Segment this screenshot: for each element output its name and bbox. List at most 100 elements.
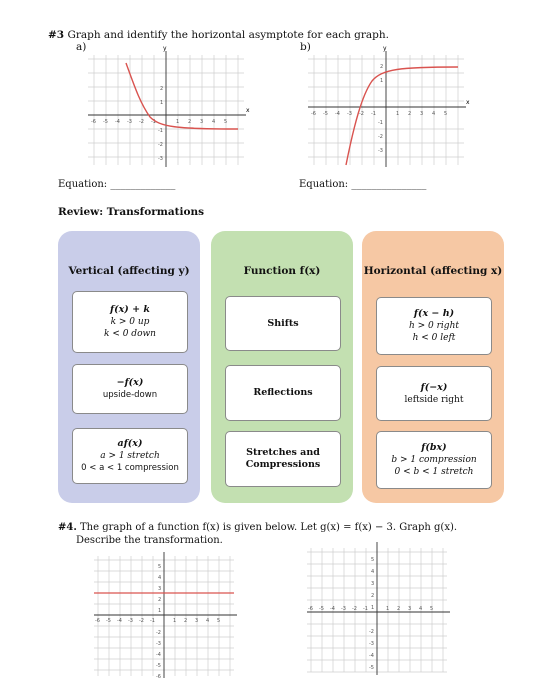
condition: k > 0 up (110, 317, 150, 327)
svg-text:-2: -2 (352, 606, 357, 612)
graph-a-x-axis-label: x (246, 107, 250, 114)
box-stretches: Stretches and Compressions (225, 431, 341, 487)
condition: h < 0 left (412, 333, 456, 343)
question-4: #4. The graph of a function f(x) is give… (58, 521, 457, 547)
question-3-heading: #3 Graph and identify the horizontal asy… (48, 29, 389, 41)
svg-text:-6: -6 (156, 674, 161, 678)
svg-text:-1: -1 (378, 120, 383, 126)
panel-vertical-header: Vertical (affecting y) (68, 265, 190, 277)
svg-text:4: 4 (432, 111, 435, 117)
formula: f(x − h) (413, 308, 455, 319)
svg-text:5: 5 (371, 557, 374, 563)
svg-text:-3: -3 (341, 606, 346, 612)
svg-text:5: 5 (430, 606, 433, 612)
graph-b-x-axis-label: x (466, 99, 470, 106)
graph-b-curve (345, 66, 459, 166)
equation-b-field[interactable]: Equation: _______________ (299, 179, 427, 190)
svg-text:-2: -2 (369, 629, 374, 635)
equation-a-field[interactable]: Equation: _____________ (58, 179, 176, 190)
box-horizontal-shift: f(x − h) h > 0 right h < 0 left (376, 297, 492, 355)
svg-text:-5: -5 (319, 606, 324, 612)
svg-text:-3: -3 (156, 641, 161, 647)
graph-a-curve (125, 62, 239, 130)
condition: 0 < a < 1 compression (81, 463, 179, 473)
svg-text:-1: -1 (150, 618, 155, 624)
svg-text:3: 3 (371, 581, 374, 587)
formula: −f(x) (116, 377, 144, 388)
svg-text:-2: -2 (139, 119, 144, 125)
svg-text:-3: -3 (128, 618, 133, 624)
svg-text:-4: -4 (369, 653, 374, 659)
panel-vertical: Vertical (affecting y) f(x) + k k > 0 up… (58, 231, 200, 503)
svg-text:-3: -3 (378, 148, 383, 154)
svg-text:4: 4 (371, 569, 374, 575)
box-vertical-shift: f(x) + k k > 0 up k < 0 down (72, 291, 188, 353)
box-horizontal-stretch: f(bx) b > 1 compression 0 < b < 1 stretc… (376, 431, 492, 489)
svg-text:-6: -6 (311, 111, 316, 117)
svg-text:3: 3 (158, 586, 161, 592)
svg-text:4: 4 (158, 575, 161, 581)
category: Stretches and (246, 447, 320, 458)
svg-text:-4: -4 (330, 606, 335, 612)
svg-text:-4: -4 (115, 119, 120, 125)
graph-g-blank[interactable]: -6 -5 -4 -3 -2 -1 1 2 3 4 5 5 4 3 2 1 -2 -3 -4 -5 (305, 540, 455, 675)
category: Shifts (267, 317, 299, 329)
svg-text:4: 4 (419, 606, 422, 612)
svg-text:1: 1 (386, 606, 389, 612)
box-vertical-stretch: af(x) a > 1 stretch 0 < a < 1 compressio… (72, 428, 188, 484)
box-horizontal-reflection: f(−x) leftside right (376, 366, 492, 421)
svg-text:1: 1 (396, 111, 399, 117)
panel-horizontal-header: Horizontal (affecting x) (363, 265, 503, 277)
svg-text:2: 2 (371, 593, 374, 599)
svg-text:-5: -5 (323, 111, 328, 117)
svg-text:-2: -2 (158, 142, 163, 148)
question-3-text: Graph and identify the horizontal asympt… (64, 29, 390, 41)
svg-text:5: 5 (217, 618, 220, 624)
question-3-number: #3 (48, 29, 65, 41)
box-shifts: Shifts (225, 296, 341, 351)
svg-text:1: 1 (176, 119, 179, 125)
graph-a-y-axis-label: y (163, 45, 167, 52)
graph-b: x y -6 -5 -4 -3 -2 -1 1 2 3 4 5 2 1 -1 -2 -3 (308, 45, 470, 167)
svg-text:5: 5 (224, 119, 227, 125)
svg-text:3: 3 (200, 119, 203, 125)
panel-horizontal: Horizontal (affecting x) f(x − h) h > 0 … (362, 231, 504, 503)
condition: h > 0 right (408, 321, 459, 331)
svg-text:5: 5 (158, 564, 161, 570)
formula: f(x) + k (110, 304, 150, 315)
condition: k < 0 down (104, 329, 156, 339)
svg-text:-4: -4 (156, 652, 161, 658)
panel-function: Function f(x) Shifts Reflections Stretch… (211, 231, 353, 503)
formula: f(bx) (421, 442, 447, 453)
svg-text:-1: -1 (371, 111, 376, 117)
question-4-line1: The graph of a function f(x) is given be… (76, 522, 458, 533)
svg-text:-5: -5 (106, 618, 111, 624)
review-title: Review: Transformations (58, 206, 205, 218)
svg-text:-5: -5 (369, 665, 374, 671)
svg-text:-6: -6 (308, 606, 313, 612)
condition: a > 1 stretch (100, 451, 160, 461)
svg-text:-6: -6 (95, 618, 100, 624)
graph-a: x y -6 -5 -4 -3 -2 -1 1 2 3 4 5 2 1 -1 -2 -3 (88, 45, 250, 167)
svg-text:-1: -1 (363, 606, 368, 612)
svg-text:1: 1 (158, 608, 161, 614)
svg-text:-4: -4 (335, 111, 340, 117)
svg-text:1: 1 (371, 605, 374, 611)
svg-text:-5: -5 (156, 663, 161, 669)
graph-b-label: b) (300, 41, 311, 53)
question-4-number: #4. (58, 522, 77, 533)
svg-text:2: 2 (397, 606, 400, 612)
panel-function-header: Function f(x) (243, 265, 321, 277)
svg-text:-1: -1 (158, 128, 163, 134)
svg-text:2: 2 (380, 64, 383, 70)
graph-b-y-axis-label: y (383, 45, 387, 52)
svg-text:-3: -3 (158, 156, 163, 162)
box-reflections: Reflections (225, 365, 341, 421)
svg-text:-5: -5 (103, 119, 108, 125)
svg-text:5: 5 (444, 111, 447, 117)
svg-text:3: 3 (420, 111, 423, 117)
condition: b > 1 compression (391, 455, 477, 465)
svg-text:2: 2 (408, 111, 411, 117)
description: leftside right (404, 394, 464, 405)
